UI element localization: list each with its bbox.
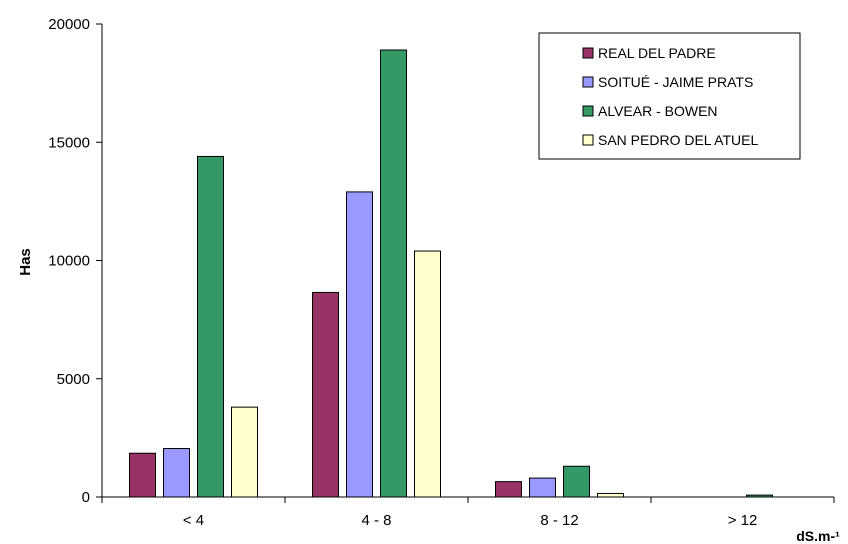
bar xyxy=(346,191,373,498)
bar xyxy=(231,406,258,498)
y-tick-label: 15000 xyxy=(48,134,90,151)
legend-label: REAL DEL PADRE xyxy=(598,45,716,61)
legend-label: ALVEAR - BOWEN xyxy=(598,103,718,119)
y-tick-label: 10000 xyxy=(48,253,90,270)
x-tick-label: > 12 xyxy=(728,512,758,529)
bar xyxy=(129,452,156,498)
legend-swatch xyxy=(582,47,594,59)
bar xyxy=(597,492,624,498)
bar xyxy=(529,477,556,498)
legend-label: SAN PEDRO DEL ATUEL xyxy=(598,132,758,148)
x-axis-label: dS.m-¹ xyxy=(796,528,840,544)
legend-swatch xyxy=(582,105,594,117)
legend-items: REAL DEL PADRE SOITUÉ - JAIME PRATS ALVEAR… xyxy=(582,45,758,148)
bar xyxy=(414,250,441,498)
bar xyxy=(563,465,590,498)
bar xyxy=(312,291,339,498)
bar xyxy=(380,49,407,498)
axes-layer: 0 5000 10000 15000 20000 < 4 4 - 8 8 - 12 > 12 xyxy=(48,16,835,529)
y-axis-label: Has xyxy=(17,248,34,276)
x-tick-label: 8 - 12 xyxy=(540,512,578,529)
y-tick-label: 0 xyxy=(82,489,90,506)
y-tick-label: 5000 xyxy=(57,371,90,388)
y-tick-label: 20000 xyxy=(48,16,90,33)
legend-label: SOITUÉ - JAIME PRATS xyxy=(598,74,753,90)
legend-swatch xyxy=(582,134,594,146)
bars-layer xyxy=(129,49,773,498)
bar xyxy=(495,481,522,498)
legend: REAL DEL PADRE SOITUÉ - JAIME PRATS ALVEAR… xyxy=(538,32,801,160)
bar xyxy=(197,155,224,498)
legend-swatch xyxy=(582,76,594,88)
x-tick-label: 4 - 8 xyxy=(361,512,391,529)
bar xyxy=(163,448,190,498)
x-tick-label: < 4 xyxy=(183,512,204,529)
